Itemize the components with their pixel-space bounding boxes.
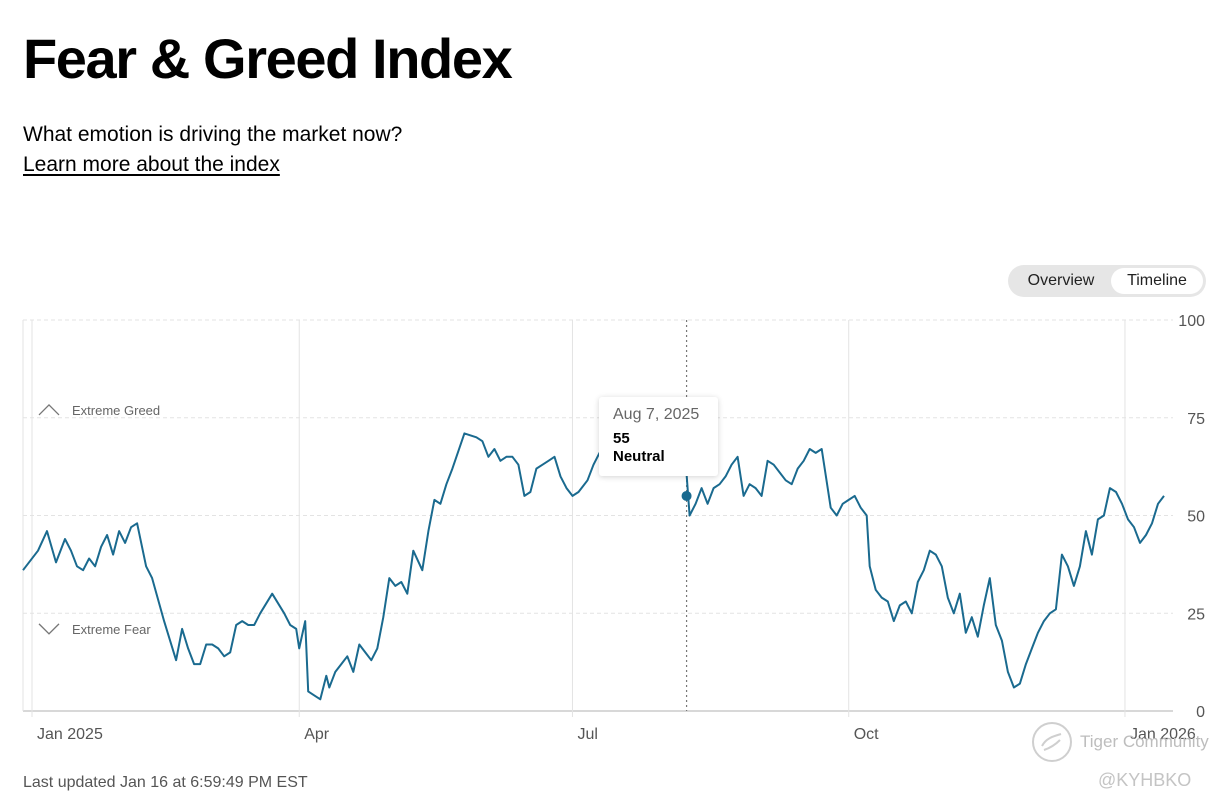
watermark-brand: Tiger Community xyxy=(1080,732,1209,751)
fear-greed-chart: 0 25 50 75 100 Jan 2025 Apr Jul Oct Jan 2026 Extre… xyxy=(22,313,1205,743)
y-tick-label: 0 xyxy=(1196,704,1205,721)
y-tick-label: 25 xyxy=(1187,606,1205,623)
last-updated-text: Last updated Jan 16 at 6:59:49 PM EST xyxy=(23,774,308,791)
view-toggle: Overview Timeline xyxy=(1008,265,1206,297)
chevron-down-icon xyxy=(38,623,60,635)
y-tick-label: 50 xyxy=(1187,509,1205,526)
zone-label: Extreme Fear xyxy=(72,622,151,637)
tooltip-date: Aug 7, 2025 xyxy=(613,406,700,423)
x-tick-label: Oct xyxy=(854,726,879,743)
page-subtitle: What emotion is driving the market now? xyxy=(23,123,403,146)
x-tick-label: Jan 2026 xyxy=(1130,726,1196,743)
highlight-point xyxy=(681,490,692,501)
timeline-toggle-option[interactable]: Timeline xyxy=(1111,268,1203,294)
tiger-community-watermark: Tiger Community xyxy=(1030,720,1210,764)
page-title: Fear & Greed Index xyxy=(23,27,513,90)
learn-more-link[interactable]: Learn more about the index xyxy=(23,153,280,176)
tooltip-label: Neutral xyxy=(613,448,665,465)
chart-tooltip: Aug 7, 2025 55 Neutral xyxy=(599,397,718,476)
tooltip-value: 55 xyxy=(613,430,630,447)
zone-label: Extreme Greed xyxy=(72,403,160,418)
overview-toggle-option[interactable]: Overview xyxy=(1011,268,1111,294)
x-tick-label: Apr xyxy=(304,726,330,743)
series-line xyxy=(22,405,1165,701)
chevron-up-icon xyxy=(38,404,60,416)
y-tick-label: 75 xyxy=(1187,411,1205,428)
y-tick-label: 100 xyxy=(1178,313,1205,330)
x-tick-label: Jul xyxy=(577,726,597,743)
tiger-logo-icon xyxy=(1032,722,1072,762)
watermark-handle: @KYHBKO xyxy=(1098,770,1192,790)
x-tick-label: Jan 2025 xyxy=(37,726,103,743)
